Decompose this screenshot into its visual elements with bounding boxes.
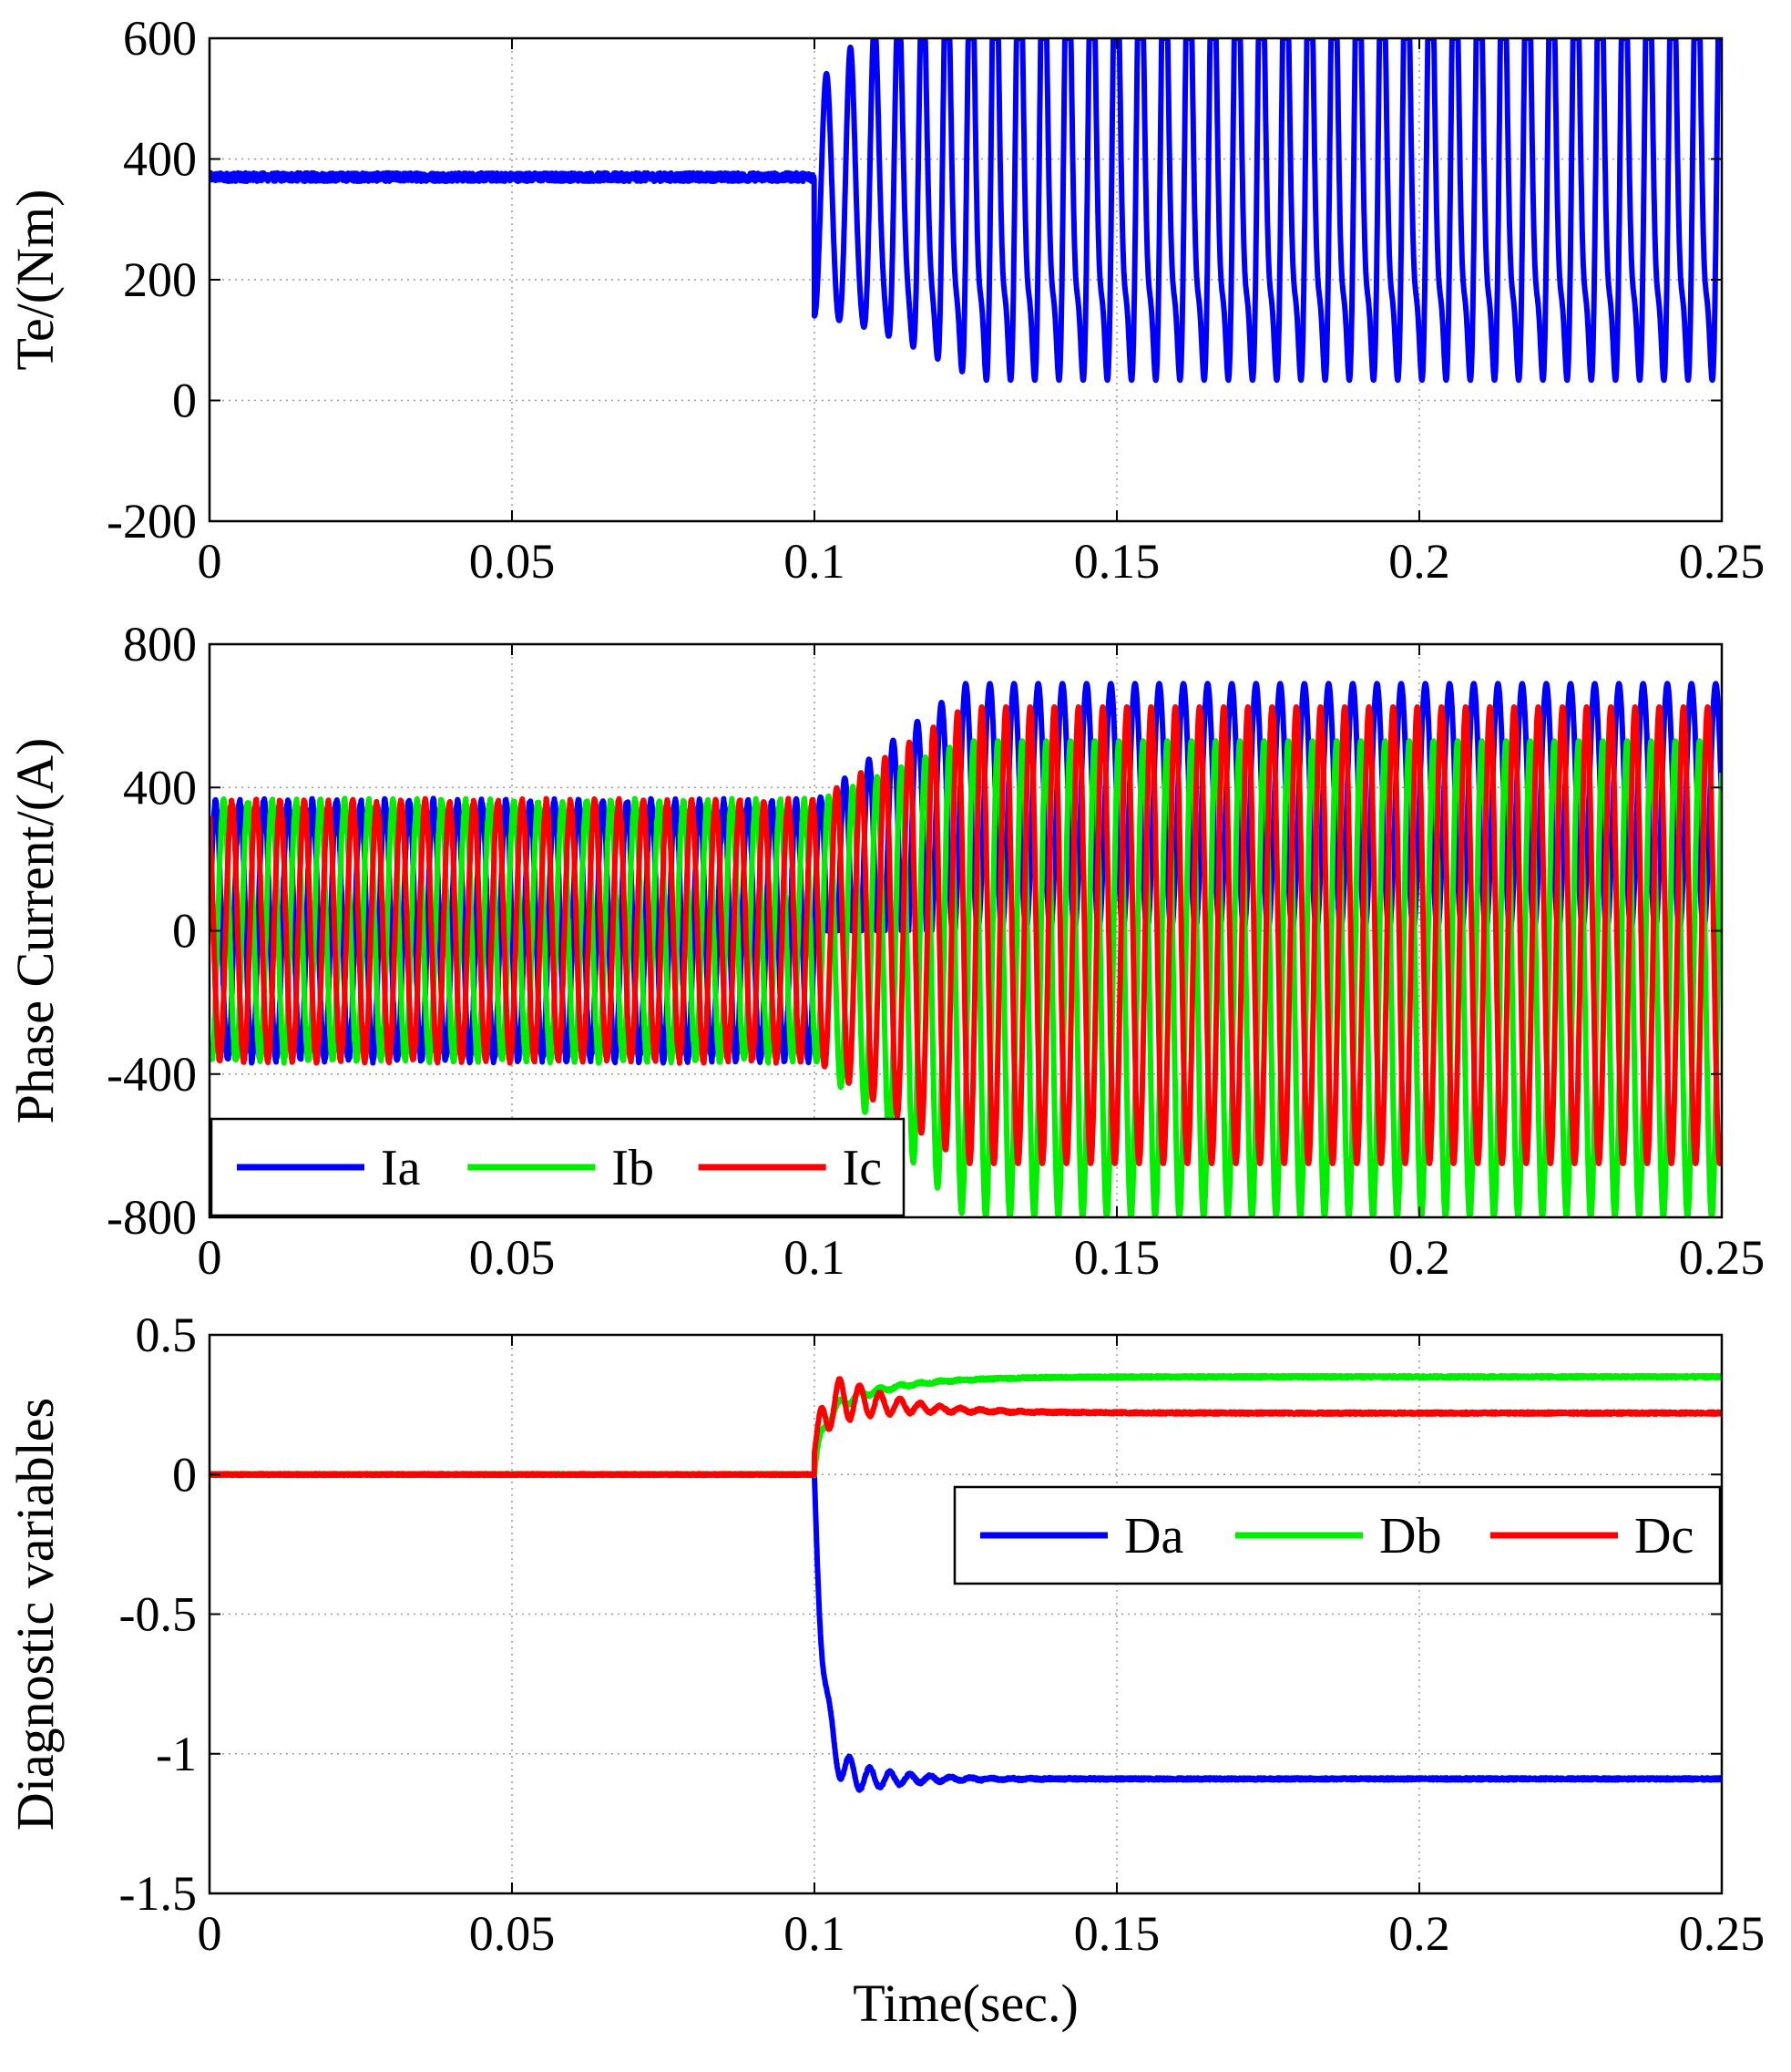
legend-label-ib: Ib bbox=[611, 1140, 654, 1196]
y-tick-label: 800 bbox=[123, 617, 197, 672]
y-tick-label: 400 bbox=[123, 760, 197, 815]
x-tick-label: 0.25 bbox=[1679, 534, 1765, 589]
phase-current-x-ticks: 0 0.05 0.1 0.15 0.2 0.25 bbox=[198, 644, 1765, 1285]
series-line-db bbox=[210, 1372, 1722, 1479]
torque-y-axis-label: Te/(Nm) bbox=[5, 190, 65, 371]
y-tick-label: 600 bbox=[123, 11, 197, 66]
phase-current-panel: 0 0.05 0.1 0.15 0.2 0.25 -800 -400 0 400 800 Phas… bbox=[5, 617, 1765, 1285]
y-tick-label: -1 bbox=[156, 1727, 197, 1781]
diagnostic-plot-area bbox=[210, 1372, 1722, 1793]
y-tick-label: 200 bbox=[123, 252, 197, 307]
x-tick-label: 0.15 bbox=[1074, 1230, 1161, 1285]
y-tick-label: 0 bbox=[172, 374, 197, 428]
y-tick-label: 0 bbox=[172, 904, 197, 959]
x-tick-label: 0.05 bbox=[469, 534, 556, 589]
diagnostic-y-axis-label: Diagnostic variables bbox=[5, 1398, 65, 1831]
x-tick-label: 0.05 bbox=[469, 1230, 556, 1285]
diagnostic-panel: 0 0.05 0.1 0.15 0.2 0.25 -1.5 -1 -0.5 0 0.5 Diagn… bbox=[5, 1308, 1765, 2033]
diagnostic-y-ticks: -1.5 -1 -0.5 0 0.5 bbox=[119, 1308, 1722, 1921]
x-tick-label: 0.2 bbox=[1388, 1906, 1450, 1961]
legend-label-ic: Ic bbox=[843, 1140, 883, 1196]
y-tick-label: -1.5 bbox=[119, 1866, 197, 1921]
x-tick-label: 0.2 bbox=[1388, 534, 1450, 589]
legend-label-da: Da bbox=[1124, 1508, 1183, 1564]
x-tick-label: 0.05 bbox=[469, 1906, 556, 1961]
diagnostic-axes-frame bbox=[208, 1333, 1724, 1895]
diagnostic-x-axis-label: Time(sec.) bbox=[853, 1974, 1079, 2033]
x-tick-label: 0.15 bbox=[1074, 534, 1161, 589]
x-tick-label: 0.1 bbox=[783, 1906, 845, 1961]
x-tick-label: 0.1 bbox=[783, 534, 845, 589]
torque-plot-area bbox=[210, 38, 1722, 384]
y-tick-label: -0.5 bbox=[119, 1587, 197, 1642]
diagnostic-x-ticks: 0 0.05 0.1 0.15 0.2 0.25 bbox=[198, 1335, 1765, 1961]
torque-x-ticks: 0 0.05 0.1 0.15 0.2 0.25 bbox=[198, 38, 1765, 589]
x-tick-label: 0 bbox=[198, 534, 222, 589]
y-tick-label: -200 bbox=[107, 494, 197, 549]
phase-current-y-ticks: -800 -400 0 400 800 bbox=[107, 617, 1722, 1245]
y-tick-label: 0.5 bbox=[136, 1308, 198, 1362]
y-tick-label: -800 bbox=[107, 1190, 197, 1245]
y-tick-label: -400 bbox=[107, 1047, 197, 1102]
legend-label-ia: Ia bbox=[381, 1140, 421, 1196]
torque-y-ticks: -200 0 200 400 600 bbox=[107, 11, 1722, 549]
diagnostic-grid bbox=[210, 1335, 1722, 1893]
diagnostic-legend: Da Db Dc bbox=[953, 1485, 1722, 1585]
legend-label-db: Db bbox=[1379, 1508, 1441, 1564]
x-tick-label: 0.25 bbox=[1679, 1230, 1765, 1285]
series-line-ic bbox=[210, 703, 1722, 1166]
series-line-te bbox=[210, 38, 1722, 384]
x-tick-label: 0.2 bbox=[1388, 1230, 1450, 1285]
x-tick-label: 0.1 bbox=[783, 1230, 845, 1285]
torque-grid bbox=[210, 38, 1722, 521]
y-tick-label: 0 bbox=[172, 1447, 197, 1502]
y-tick-label: 400 bbox=[123, 132, 197, 187]
phase-current-y-axis-label: Phase Current/(A) bbox=[5, 738, 65, 1124]
legend-label-dc: Dc bbox=[1634, 1508, 1694, 1564]
series-line-dc bbox=[210, 1376, 1722, 1479]
x-tick-label: 0.25 bbox=[1679, 1906, 1765, 1961]
x-tick-label: 0.15 bbox=[1074, 1906, 1161, 1961]
phase-current-legend: Ia Ib Ic bbox=[210, 1117, 906, 1217]
x-tick-label: 0 bbox=[198, 1230, 222, 1285]
x-tick-label: 0 bbox=[198, 1906, 222, 1961]
